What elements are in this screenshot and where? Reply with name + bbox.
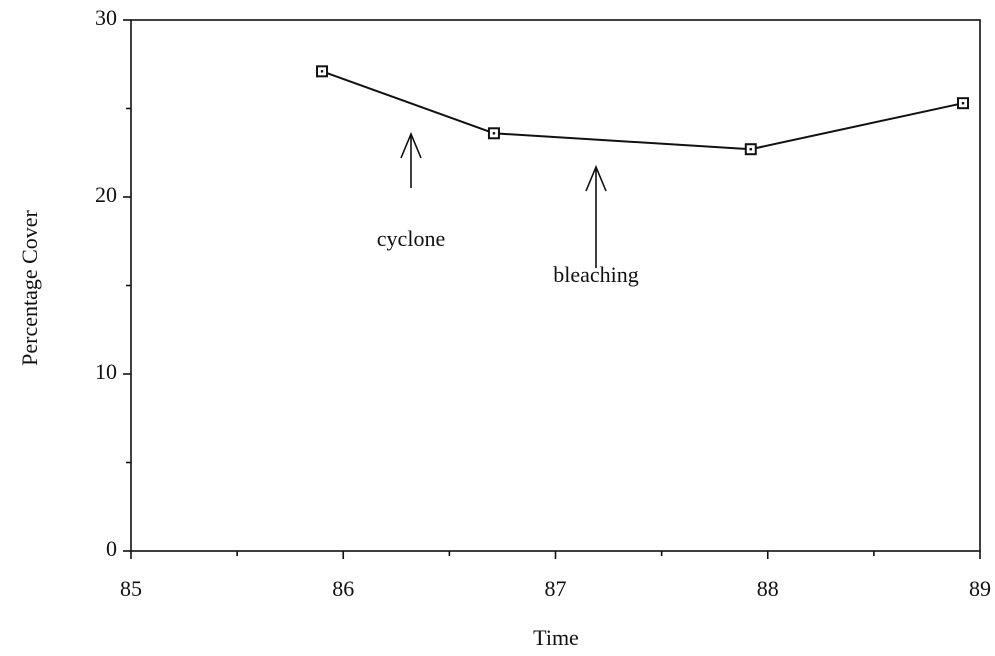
x-tick-label: 89 bbox=[969, 576, 991, 601]
x-tick-label: 87 bbox=[545, 576, 567, 601]
y-tick-label: 20 bbox=[95, 182, 117, 207]
y-tick-label: 0 bbox=[106, 536, 117, 561]
data-line bbox=[321, 70, 964, 151]
annotation-arrows bbox=[400, 131, 607, 268]
y-axis-label: Percentage Cover bbox=[17, 209, 42, 365]
annotation: cyclone bbox=[377, 226, 445, 251]
annotation: bleaching bbox=[553, 262, 639, 287]
x-tick-label: 88 bbox=[757, 576, 779, 601]
x-axis-label: Time bbox=[533, 625, 579, 650]
cyclone-arrow bbox=[400, 131, 422, 188]
data-point-dot bbox=[320, 70, 324, 73]
x-tick-label: 85 bbox=[120, 576, 142, 601]
data-point-dot bbox=[749, 148, 752, 151]
data-point-dot bbox=[492, 132, 496, 135]
x-tick-label: 86 bbox=[332, 576, 354, 601]
y-tick-label: 30 bbox=[95, 5, 117, 30]
bleaching-arrow bbox=[585, 164, 607, 268]
data-point-dot bbox=[961, 101, 965, 105]
y-tick-label: 10 bbox=[95, 359, 117, 384]
